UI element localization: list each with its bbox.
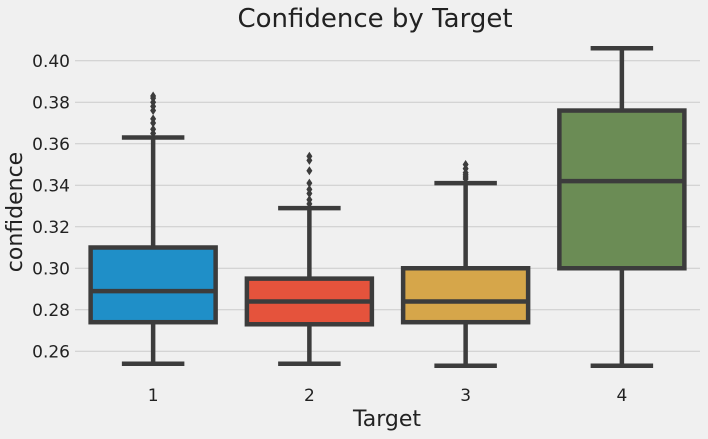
box-iqr	[400, 266, 531, 325]
outlier-point	[462, 160, 469, 169]
x-axis-ticks: 1 2 3 4	[148, 386, 628, 406]
y-tick-label: 0.40	[32, 52, 70, 72]
outlier-point	[306, 166, 313, 176]
y-tick-label: 0.32	[32, 218, 70, 238]
y-axis-label: confidence	[3, 152, 28, 272]
box-group	[400, 160, 531, 369]
y-axis-ticks: 0.26 0.28 0.30 0.32 0.34 0.36 0.38 0.40	[32, 52, 70, 363]
chart-title: Confidence by Target	[237, 4, 512, 34]
box-iqr	[557, 108, 687, 271]
x-tick-label: 2	[304, 386, 315, 406]
outlier-point	[306, 178, 313, 188]
box-iqr	[88, 245, 218, 325]
box-group	[88, 91, 218, 366]
box-group	[244, 151, 375, 366]
outlier-point	[150, 114, 157, 124]
y-tick-label: 0.36	[32, 135, 70, 155]
box-group	[557, 46, 687, 369]
outlier-point	[150, 124, 157, 134]
outlier-point	[306, 151, 313, 161]
x-tick-label: 1	[148, 386, 159, 406]
outlier-point	[306, 184, 313, 194]
x-axis-label: Target	[352, 407, 421, 432]
boxes	[88, 46, 687, 369]
x-tick-label: 3	[460, 386, 471, 406]
y-tick-label: 0.28	[32, 301, 70, 321]
y-tick-label: 0.38	[32, 93, 70, 113]
y-tick-label: 0.26	[32, 342, 70, 362]
outlier-point	[150, 91, 157, 101]
y-tick-label: 0.30	[32, 259, 70, 279]
y-tick-label: 0.34	[32, 176, 70, 196]
x-tick-label: 4	[616, 386, 627, 406]
outlier-point	[306, 195, 313, 205]
